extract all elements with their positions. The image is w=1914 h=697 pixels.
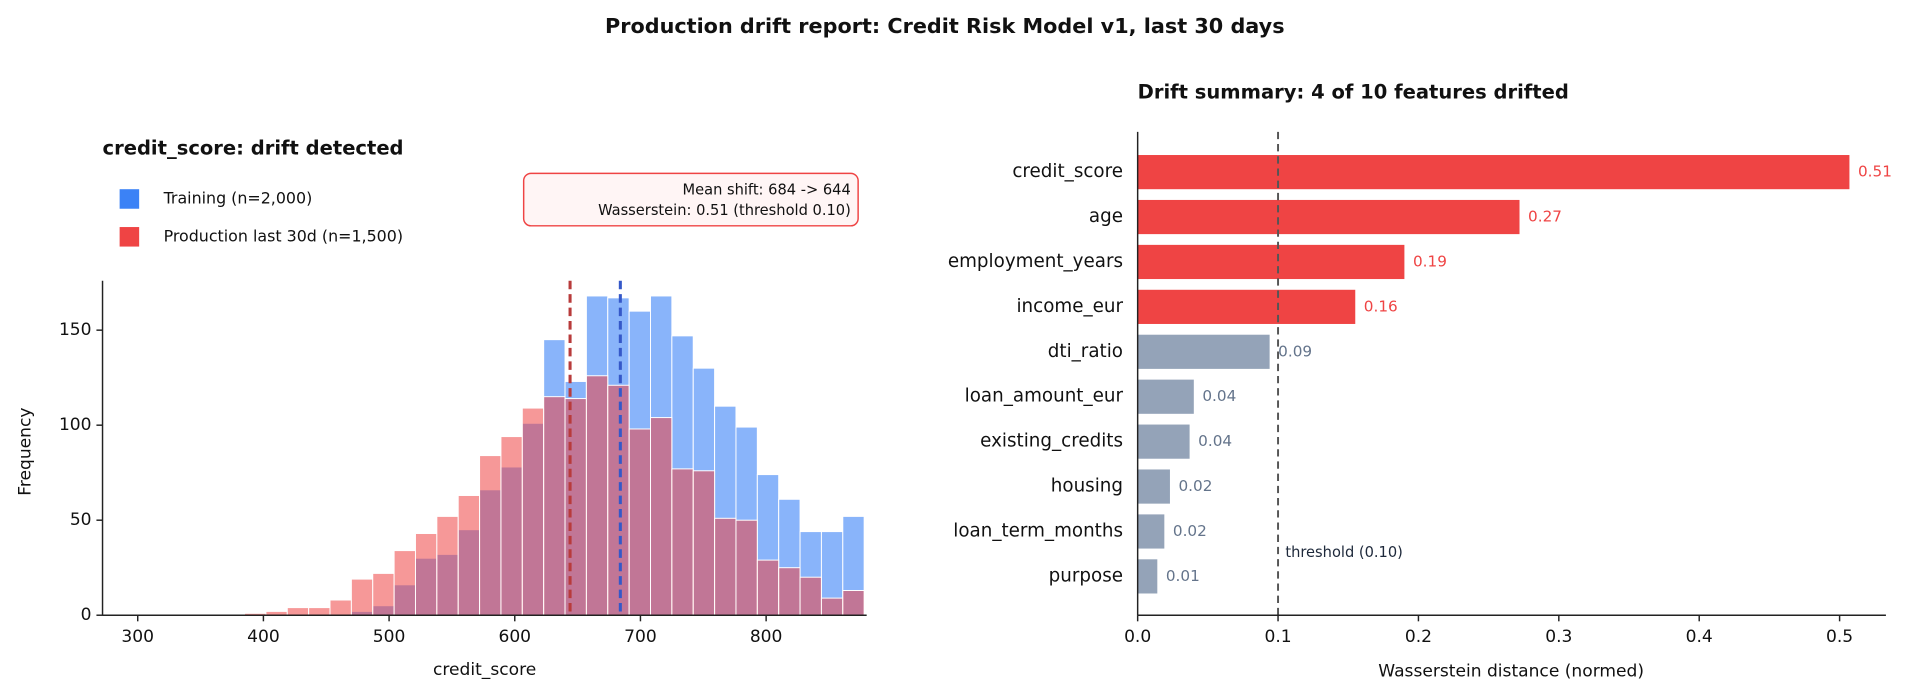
histogram-bar (414, 533, 438, 616)
category-label: age (1089, 206, 1123, 227)
value-label: 0.04 (1202, 387, 1236, 405)
bar (1137, 199, 1520, 235)
histogram-bar (393, 550, 416, 616)
histogram-bar (714, 517, 737, 616)
value-label: 0.16 (1364, 297, 1398, 315)
category-label: loan_term_months (953, 520, 1123, 541)
histogram-bar (457, 495, 481, 616)
histogram-bar (564, 398, 587, 616)
value-label: 0.01 (1166, 567, 1200, 585)
bar (1137, 379, 1194, 414)
annotation: Mean shift: 684 -> 644 (682, 181, 850, 198)
page-title: Production drift report: Credit Risk Mod… (605, 14, 1285, 38)
y-tick-label: 0 (81, 605, 92, 625)
x-tick-label: 700 (624, 627, 657, 647)
value-label: 0.04 (1198, 432, 1232, 450)
value-label: 0.02 (1173, 522, 1207, 540)
legend-label: Production last 30d (n=1,500) (164, 226, 403, 245)
histogram-bar (778, 567, 801, 616)
histogram-bar (350, 578, 374, 616)
category-label: credit_score (1012, 161, 1123, 182)
category-label: employment_years (948, 251, 1123, 272)
value-label: 0.51 (1858, 163, 1892, 181)
bar (1137, 244, 1405, 280)
value-label: 0.27 (1528, 208, 1562, 226)
y-tick-label: 50 (70, 510, 92, 530)
histogram-bar (436, 515, 459, 616)
x-tick-label: 400 (247, 627, 280, 647)
bar (1137, 469, 1170, 504)
histogram-bar (500, 436, 523, 616)
histogram-bar (799, 576, 822, 616)
x-tick-label: 0.4 (1686, 627, 1713, 647)
category-label: existing_credits (980, 431, 1123, 452)
y-tick-label: 100 (59, 415, 92, 435)
x-tick-label: 600 (498, 627, 531, 647)
x-tick-label: 500 (373, 627, 406, 647)
value-label: 0.09 (1278, 342, 1312, 360)
histogram-bar (329, 599, 352, 616)
value-label: 0.02 (1178, 477, 1212, 495)
y-tick-label: 150 (59, 320, 92, 340)
histogram-bar (692, 470, 716, 616)
histogram-bar (607, 384, 630, 616)
chart-title: Drift summary: 4 of 10 features drifted (1138, 80, 1569, 103)
histogram-bar (585, 375, 609, 616)
histogram-bar (308, 607, 331, 616)
legend-swatch (119, 227, 140, 247)
x-tick-label: 800 (750, 627, 783, 647)
bar (1137, 289, 1356, 324)
category-label: purpose (1049, 565, 1123, 586)
x-tick-label: 0.5 (1826, 627, 1853, 647)
histogram-bar (372, 572, 395, 616)
bar (1137, 514, 1165, 549)
value-label: 0.19 (1413, 252, 1447, 270)
histogram-bar (735, 519, 758, 616)
y-axis-label: Frequency (16, 408, 36, 496)
legend-swatch (119, 189, 140, 209)
bar (1137, 559, 1158, 594)
x-tick-label: 0.2 (1405, 627, 1432, 647)
histogram-bar (521, 407, 545, 616)
histogram-bar (650, 417, 673, 616)
x-axis-label: Wasserstein distance (normed) (1378, 661, 1644, 681)
histogram-bar (479, 455, 502, 616)
histogram-bar (543, 396, 566, 616)
bar (1137, 155, 1850, 190)
histogram-bar (820, 597, 844, 616)
histogram-bar (842, 590, 865, 616)
threshold-label: threshold (0.10) (1285, 544, 1403, 561)
x-tick-label: 0.0 (1124, 627, 1151, 647)
x-tick-label: 0.3 (1545, 627, 1572, 647)
chart-title: credit_score: drift detected (103, 136, 404, 159)
category-label: housing (1051, 476, 1123, 497)
category-label: dti_ratio (1048, 341, 1123, 362)
x-axis-label: credit_score (433, 660, 536, 680)
histogram-bar (671, 468, 694, 616)
x-tick-label: 300 (121, 627, 154, 647)
category-label: loan_amount_eur (965, 386, 1124, 407)
legend-label: Training (n=2,000) (163, 188, 313, 207)
histogram-bar (286, 607, 310, 616)
bar (1137, 334, 1270, 369)
annotation-box (522, 172, 859, 227)
annotation: Wasserstein: 0.51 (threshold 0.10) (598, 202, 851, 219)
histogram-bar (628, 428, 651, 616)
x-tick-label: 0.1 (1264, 627, 1291, 647)
bar (1137, 424, 1190, 459)
histogram-bar (756, 559, 780, 616)
category-label: income_eur (1016, 296, 1123, 317)
